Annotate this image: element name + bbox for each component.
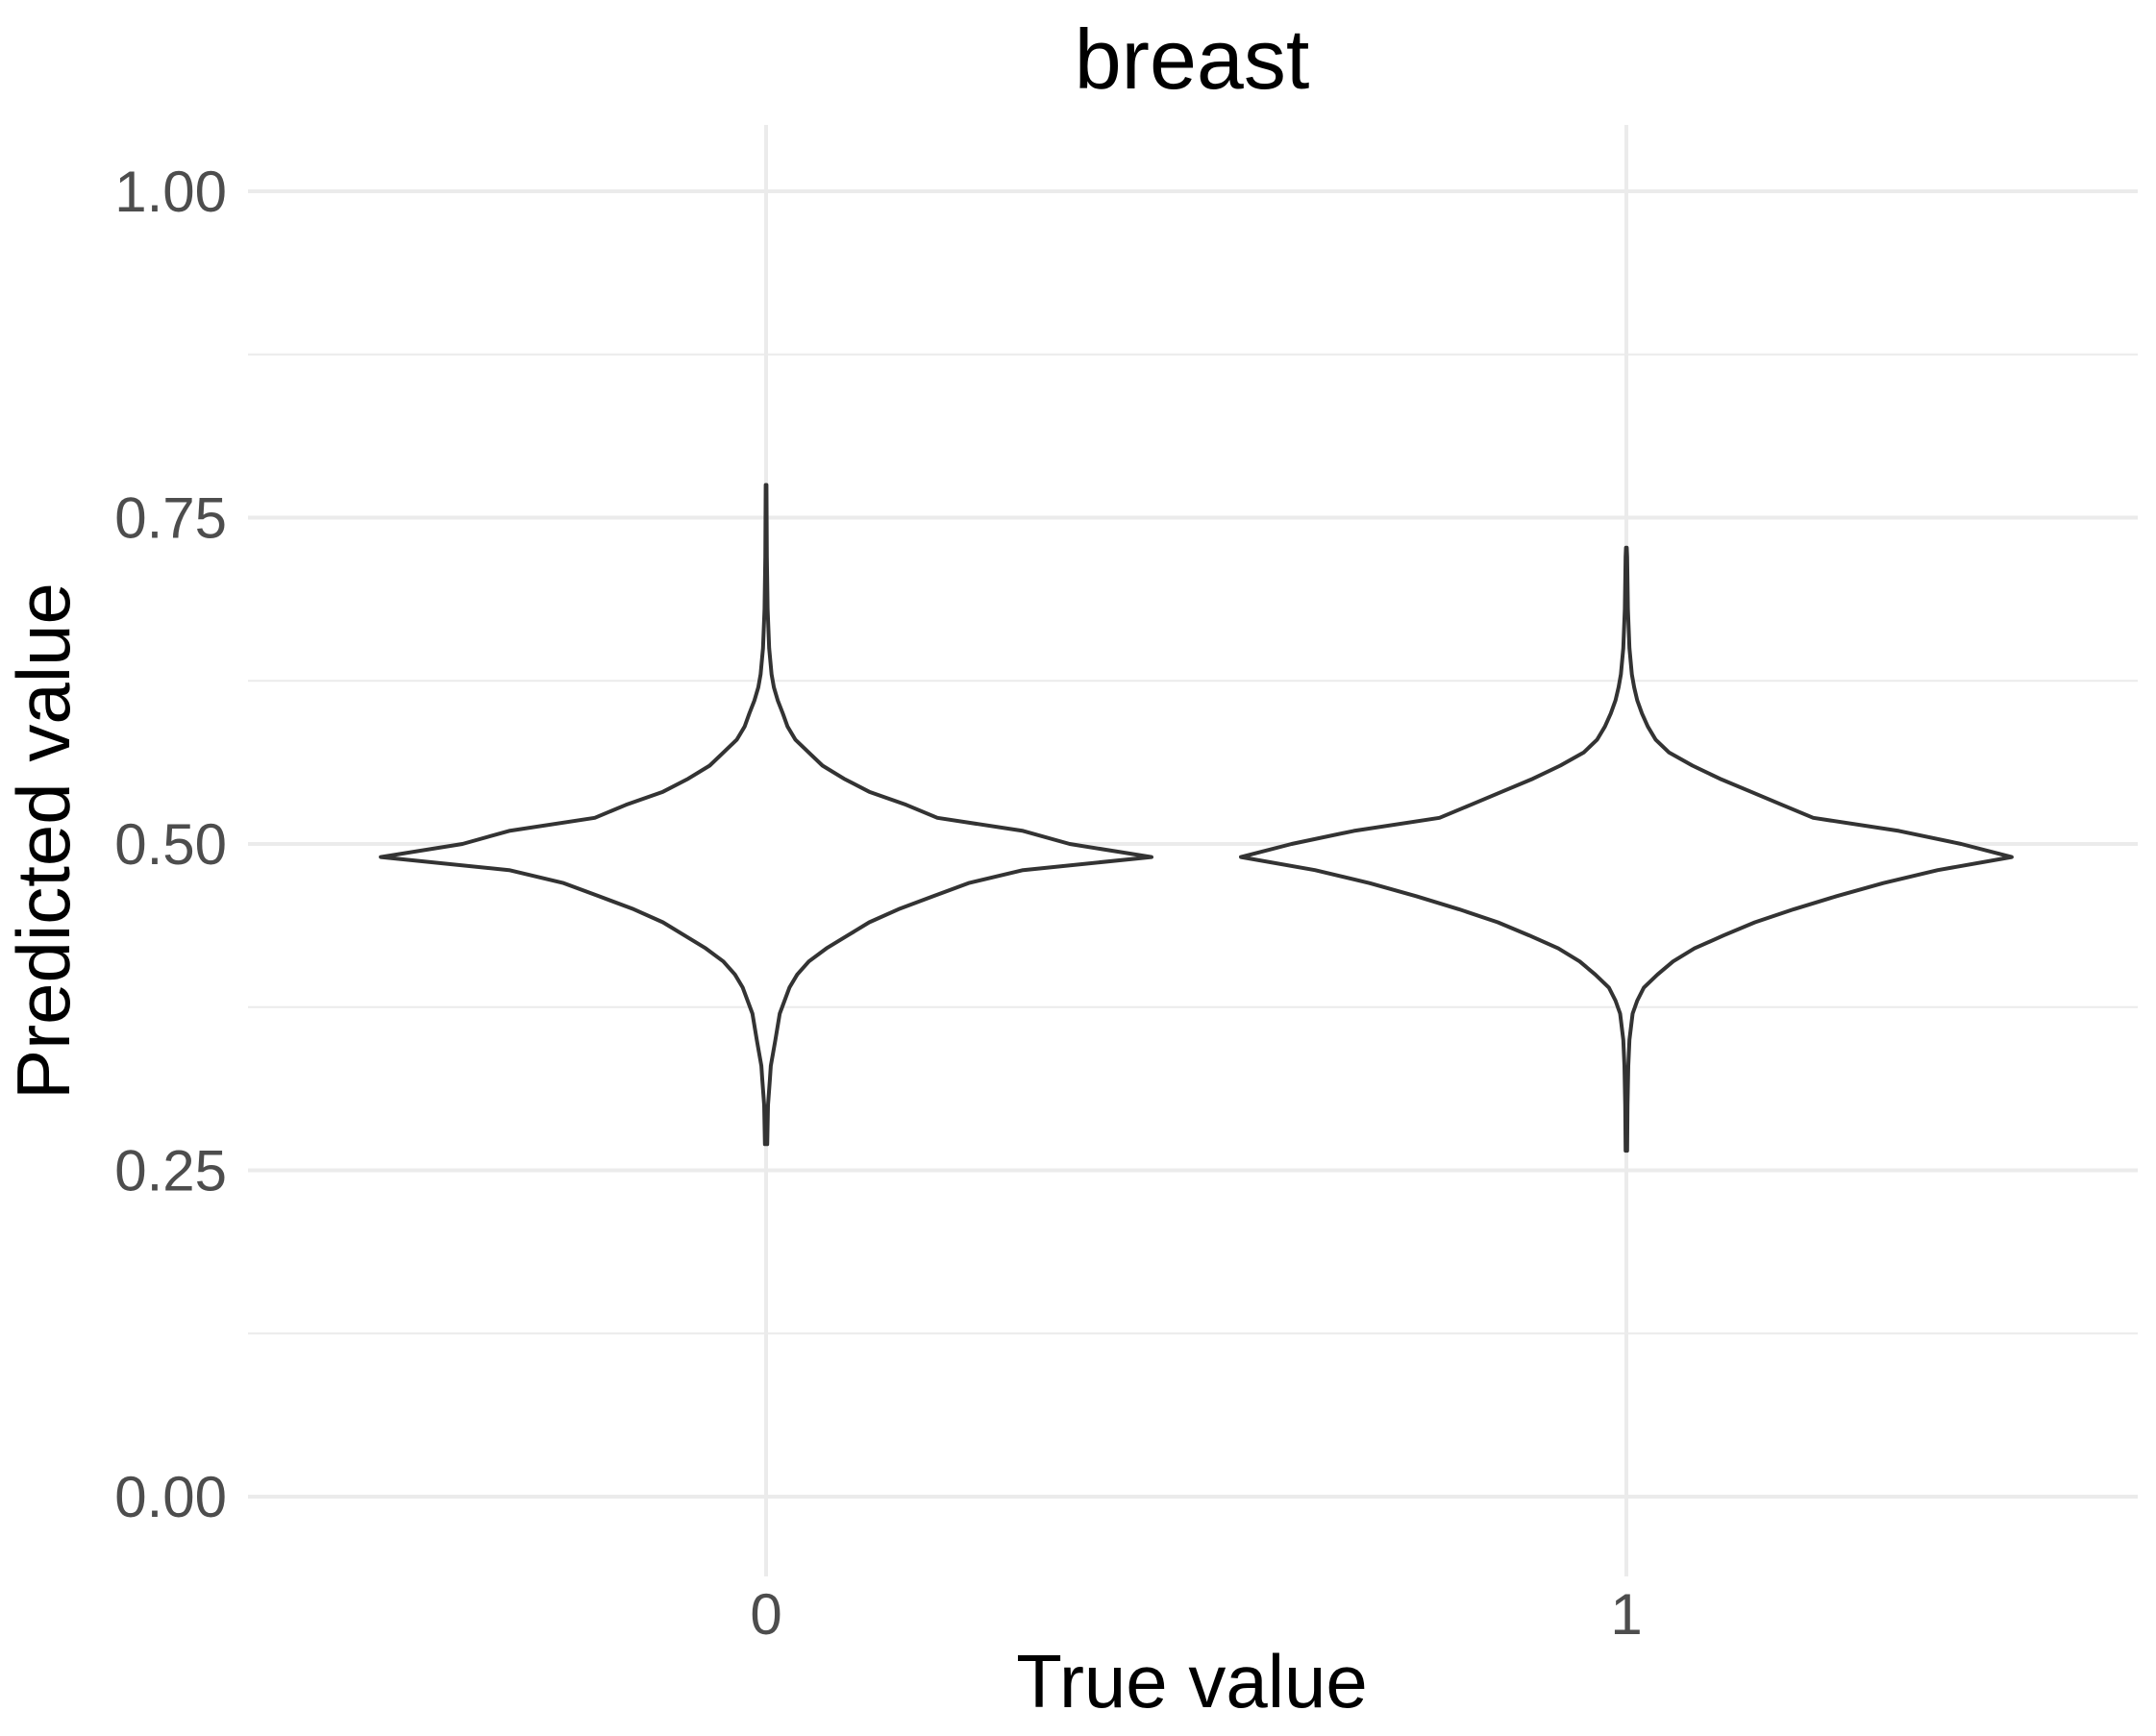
y-tick-label: 0.75 [114,486,227,551]
y-tick-labels: 0.00 0.25 0.50 0.75 1.00 [114,160,227,1529]
violin-layer [379,483,2014,1153]
x-tick-label: 1 [1610,1582,1642,1647]
y-tick-label: 0.50 [114,812,227,877]
y-tick-label: 0.00 [114,1465,227,1529]
x-axis-title: True value [1016,1639,1368,1724]
violin-1 [1239,545,2014,1153]
y-axis-title: Predicted value [1,583,86,1100]
x-tick-label: 0 [750,1582,781,1647]
y-tick-label: 1.00 [114,160,227,224]
violin-0 [379,483,1153,1147]
chart-title: breast [1075,12,1310,107]
y-tick-label: 0.25 [114,1139,227,1203]
